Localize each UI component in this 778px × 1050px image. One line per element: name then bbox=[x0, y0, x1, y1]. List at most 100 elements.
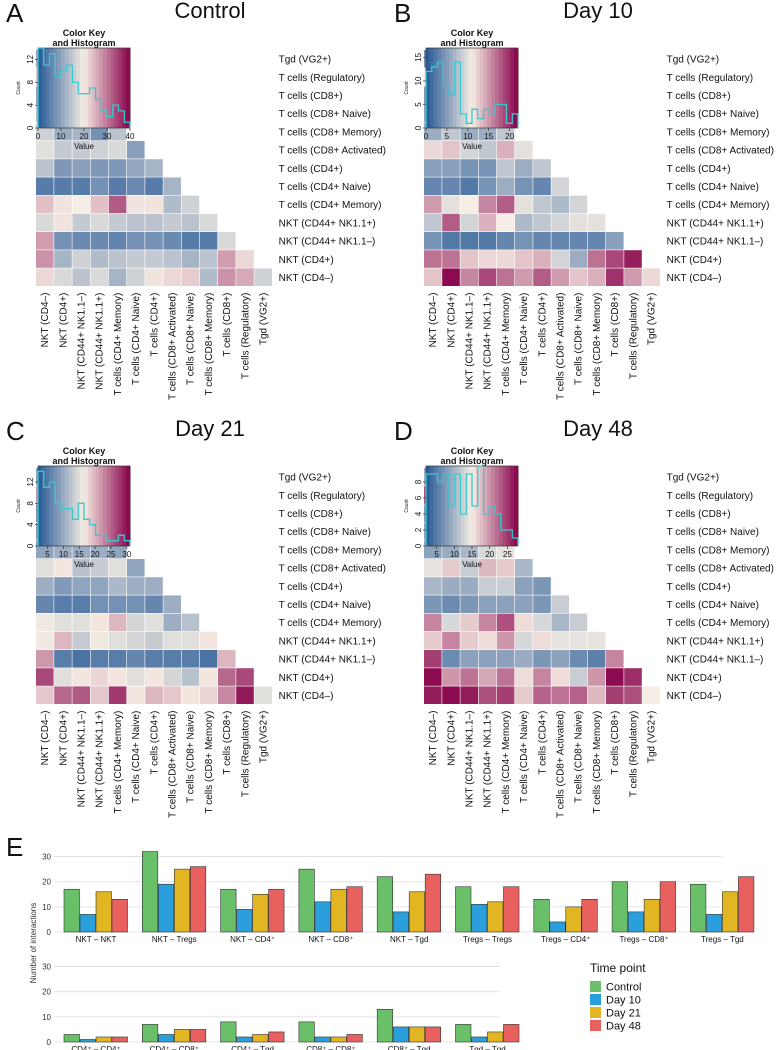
group-label: NKT – CD8⁺ bbox=[308, 935, 353, 944]
row-label: Tgd (VG2+) bbox=[279, 473, 332, 484]
heatmap-cell bbox=[442, 668, 460, 686]
color-key-swatch bbox=[441, 48, 446, 128]
color-key-ylabel: Count bbox=[404, 81, 410, 95]
heatmap-cell bbox=[145, 159, 163, 177]
group-label: NKT – Tgd bbox=[390, 935, 428, 944]
color-key-tick-label: 15 bbox=[468, 550, 477, 559]
heatmap-cell bbox=[36, 595, 54, 613]
row-label: NKT (CD44+ NK1.1+) bbox=[279, 218, 376, 229]
row-label: NKT (CD4+) bbox=[667, 255, 722, 266]
heatmap-cell bbox=[72, 559, 90, 577]
row-label: Tgd (VG2+) bbox=[279, 55, 332, 66]
color-key-swatch bbox=[95, 48, 100, 128]
heatmap-cell bbox=[460, 631, 478, 650]
color-key-ytick-label: 0 bbox=[26, 125, 35, 130]
color-key-swatch bbox=[514, 466, 519, 546]
heatmap-cell bbox=[587, 650, 606, 668]
color-key-ytick-label: 12 bbox=[26, 54, 35, 63]
heatmap-cell bbox=[145, 268, 163, 286]
heatmap-cell bbox=[72, 686, 90, 704]
bar bbox=[142, 1024, 159, 1043]
heatmap-cell bbox=[569, 232, 588, 250]
group-label: CD4⁺ – CD4⁺ bbox=[71, 1045, 120, 1050]
heatmap-cell bbox=[424, 232, 442, 250]
heatmap-panel-day10: B Day 10 Tgd (VG2+) T cells (Regulatory) T… bbox=[388, 0, 774, 400]
row-label: T cells (CD4+) bbox=[279, 582, 343, 593]
color-key-tick-label: 25 bbox=[107, 550, 116, 559]
group-label: NKT – Tregs bbox=[152, 935, 197, 944]
column-label: NKT (CD44+ NK1.1–) bbox=[77, 293, 88, 390]
heatmap-cell bbox=[496, 631, 515, 650]
bar bbox=[79, 1039, 96, 1043]
heatmap-cell bbox=[90, 268, 109, 286]
row-label: T cells (CD4+ Memory) bbox=[279, 200, 382, 211]
heatmap-cell bbox=[54, 268, 72, 286]
heatmap-cell bbox=[181, 613, 200, 632]
row-label: T cells (CD4+ Naive) bbox=[667, 600, 759, 611]
y-tick-label: 30 bbox=[42, 963, 51, 972]
bar bbox=[268, 888, 285, 933]
column-label: NKT (CD44+ NK1.1+) bbox=[483, 711, 494, 808]
color-key-swatch bbox=[49, 48, 54, 128]
column-label: T cells (CD4+ Naive) bbox=[131, 293, 142, 385]
color-key-tick-label: 0 bbox=[36, 132, 41, 141]
heatmap-cell bbox=[551, 268, 569, 286]
heatmap-cell bbox=[569, 250, 588, 268]
heatmap-cell bbox=[145, 177, 163, 195]
heatmap-cell bbox=[424, 195, 442, 214]
heatmap-cell bbox=[460, 650, 478, 668]
color-key-swatch bbox=[99, 48, 104, 128]
column-label: NKT (CD4–) bbox=[428, 711, 439, 766]
color-key-tick-label: 10 bbox=[463, 132, 472, 141]
row-label: T cells (CD8+ Memory) bbox=[667, 545, 770, 556]
heatmap-cell bbox=[36, 559, 54, 577]
heatmap-cell bbox=[424, 595, 442, 613]
heatmap-cell bbox=[108, 232, 127, 250]
legend-label: Day 21 bbox=[606, 1008, 641, 1020]
color-key-histogram bbox=[425, 465, 519, 546]
color-key-swatch bbox=[468, 466, 473, 546]
row-label: NKT (CD4–) bbox=[667, 273, 722, 284]
color-key-swatch bbox=[41, 48, 47, 128]
heatmap-cell bbox=[218, 250, 236, 268]
heatmap-cell bbox=[606, 686, 624, 704]
column-label: T cells (CD8+ Activated) bbox=[168, 711, 179, 818]
color-key-ytick-label: 0 bbox=[414, 125, 423, 130]
column-label: T cells (CD8+) bbox=[222, 711, 233, 775]
heatmap-cell bbox=[72, 141, 90, 159]
heatmap-cell bbox=[36, 232, 54, 250]
group-label: CD8⁺ – Tgd bbox=[388, 1045, 431, 1050]
heatmap-cell bbox=[72, 268, 90, 286]
heatmap-cell bbox=[54, 250, 72, 268]
color-key-swatch bbox=[64, 466, 70, 546]
heatmap-cell bbox=[236, 268, 254, 286]
color-key-tick-label: 5 bbox=[45, 550, 50, 559]
color-key-swatch bbox=[502, 48, 507, 128]
color-key-ytick-label: 0 bbox=[414, 543, 423, 548]
legend-label: Day 48 bbox=[606, 1021, 641, 1033]
row-label: NKT (CD44+ NK1.1–) bbox=[667, 655, 764, 666]
heatmap-plot: Tgd (VG2+) T cells (Regulatory) T cells (C… bbox=[16, 28, 386, 400]
color-key-swatch bbox=[475, 48, 481, 128]
row-label: T cells (CD4+ Memory) bbox=[667, 618, 770, 629]
heatmap-cell bbox=[424, 577, 442, 595]
heatmap-cell bbox=[515, 613, 533, 632]
row-label: NKT (CD4–) bbox=[667, 691, 722, 702]
heatmap-cell bbox=[551, 213, 569, 232]
color-key-swatch bbox=[110, 48, 116, 128]
bar bbox=[346, 886, 363, 933]
heatmap-cell bbox=[36, 141, 54, 159]
heatmap-cell bbox=[460, 250, 478, 268]
heatmap-cell bbox=[642, 686, 660, 704]
panel-letter: C bbox=[6, 416, 25, 446]
bar bbox=[611, 881, 628, 933]
bar bbox=[408, 1026, 426, 1043]
heatmap-cell bbox=[181, 650, 200, 668]
heatmap-cell bbox=[496, 559, 515, 577]
color-key-tick-label: 20 bbox=[80, 132, 89, 141]
color-key-histogram bbox=[37, 47, 131, 128]
column-label: T cells (CD4+) bbox=[537, 293, 548, 357]
heatmap-cell bbox=[90, 686, 109, 704]
heatmap-cell bbox=[108, 686, 127, 704]
bar bbox=[314, 901, 331, 933]
